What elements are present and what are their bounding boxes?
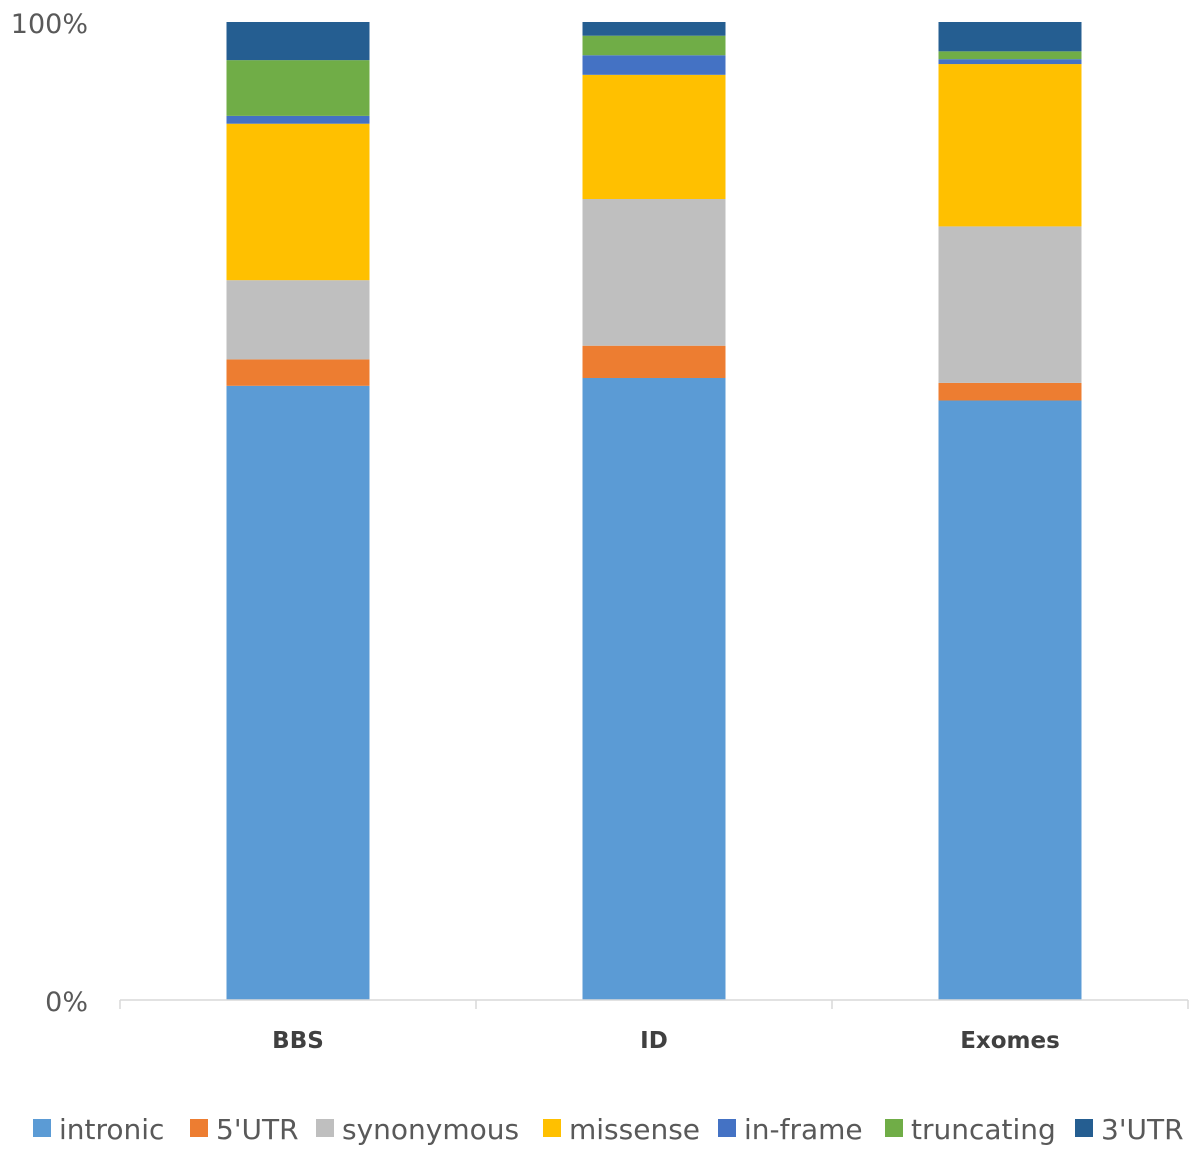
legend-swatch [543,1119,561,1137]
legend-swatch [885,1119,903,1137]
legend-swatch [316,1119,334,1137]
y-tick-label-max: 100% [11,9,88,40]
bar-segment-bbs-5-utr [226,359,370,386]
bar-segment-bbs-in-frame [226,115,370,124]
legend-item-truncating: truncating [885,1113,1056,1146]
bar-segment-exomes-missense [938,64,1082,227]
legend: intronic 5'UTR synonymous missense in-frame t… [33,1113,1184,1146]
bar-segment-id-intronic [582,377,726,1000]
legend-label: in-frame [744,1113,863,1146]
x-axis-ticks [119,1000,1189,1009]
y-tick-label-min: 0% [45,987,88,1018]
legend-item-in-frame: in-frame [718,1113,863,1146]
bar-segment-exomes-truncating [938,51,1082,60]
legend-label: intronic [59,1113,164,1146]
bar-segment-id-truncating [582,35,726,56]
legend-swatch [33,1119,51,1137]
bar-segment-bbs-truncating [226,60,370,116]
bar-segment-id-in-frame [582,55,726,75]
bar-segment-id-synonymous [582,199,726,346]
legend-item-synonymous: synonymous [316,1113,519,1146]
bar-segment-id-3-utr [582,22,726,36]
legend-label: truncating [911,1113,1056,1146]
legend-item-5-utr: 5'UTR [190,1113,299,1146]
bar-segment-exomes-synonymous [938,226,1082,383]
legend-label: missense [569,1113,700,1146]
legend-swatch [190,1119,208,1137]
bar-segment-exomes-intronic [938,400,1082,1001]
legend-label: synonymous [342,1113,519,1146]
bars-group [226,22,1082,1001]
bar-segment-id-missense [582,74,726,200]
bar-segment-bbs-3-utr [226,22,370,61]
x-tick-label-bbs: BBS [272,1028,324,1054]
bar-segment-bbs-intronic [226,385,370,1000]
legend-swatch [718,1119,736,1137]
bar-segment-exomes-in-frame [938,59,1082,65]
bar-segment-bbs-missense [226,123,370,281]
legend-label: 3'UTR [1101,1113,1184,1146]
legend-label: 5'UTR [216,1113,299,1146]
legend-item-3-utr: 3'UTR [1075,1113,1184,1146]
bar-segment-exomes-5-utr [938,382,1082,401]
bar-segment-exomes-3-utr [938,22,1082,52]
bar-segment-id-5-utr [582,345,726,378]
legend-item-intronic: intronic [33,1113,164,1146]
x-tick-label-exomes: Exomes [960,1028,1060,1054]
bar-segment-bbs-synonymous [226,280,370,360]
legend-swatch [1075,1119,1093,1137]
legend-item-missense: missense [543,1113,700,1146]
x-tick-label-id: ID [640,1028,668,1054]
